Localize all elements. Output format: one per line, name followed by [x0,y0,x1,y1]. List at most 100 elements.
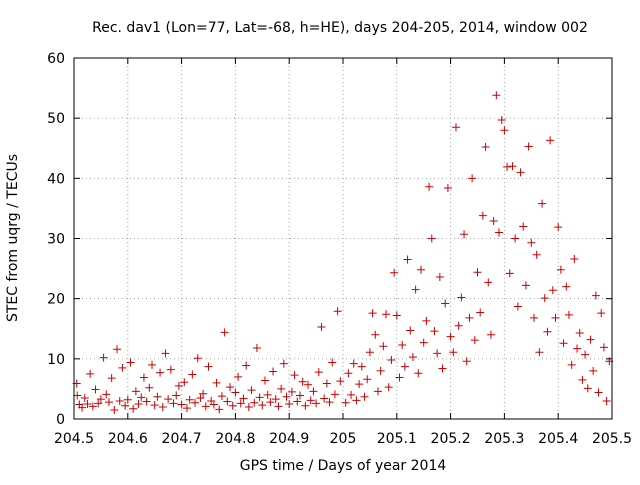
axis-ticks: 204.5 204.6 204.7 204.8 204.9 205 205.1 205.2 20… [47,51,632,447]
data-point [330,390,339,399]
data-point [503,162,512,171]
data-point [465,313,474,322]
data-point [336,377,345,386]
data-point [468,174,477,183]
data-point [277,384,286,393]
data-point [451,123,460,132]
data-point [129,404,138,413]
data-point [150,401,159,410]
data-point [94,399,103,408]
data-point [395,373,404,382]
data-point [226,383,235,392]
data-point [293,397,302,406]
data-point [513,302,522,311]
data-point [80,393,89,402]
data-point [320,394,329,403]
data-point [492,91,501,100]
data-point [220,328,229,337]
data-point [166,365,175,374]
data-point [398,340,407,349]
data-point [521,281,530,290]
data-point [357,362,366,371]
grid-lines [74,58,612,419]
x-tick-label: 204.7 [162,431,202,447]
data-point [524,142,533,151]
data-point [392,311,401,320]
data-point [567,360,576,369]
data-point [462,357,471,366]
data-point [508,162,517,171]
data-point [137,393,146,402]
data-point [212,378,221,387]
x-tick-label: 204.8 [215,431,255,447]
data-point [427,234,436,243]
data-point [489,217,498,226]
data-point [242,361,251,370]
data-point [172,391,181,400]
data-point [134,399,143,408]
data-point [481,143,490,152]
data-point [470,336,479,345]
data-point [252,344,261,353]
data-point [454,321,463,330]
data-point [236,399,245,408]
data-point [88,402,97,411]
data-point [306,396,315,405]
data-point [169,399,178,408]
data-point [102,390,111,399]
x-tick-label: 204.6 [108,431,148,447]
data-point [231,388,240,397]
data-point [535,348,544,357]
data-point [177,400,186,409]
data-point [368,309,377,318]
data-point [347,390,356,399]
data-point [328,358,337,367]
data-point [591,291,600,300]
data-point [260,376,269,385]
data-point [209,400,218,409]
data-point [247,386,256,395]
data-point [449,348,458,357]
data-point [344,369,353,378]
data-point [403,255,412,264]
data-point [279,359,288,368]
data-point [142,397,151,406]
data-point [123,395,132,404]
data-point [185,395,194,404]
data-point [495,228,504,237]
data-point [443,183,452,192]
data-point [497,115,506,124]
data-point [352,396,361,405]
data-point [204,362,213,371]
data-point [244,402,253,411]
x-tick-label: 205.1 [377,431,417,447]
data-point [446,332,455,341]
data-point [263,390,272,399]
x-tick-label: 205.4 [538,431,578,447]
data-point [333,307,342,316]
x-axis-label: GPS time / Days of year 2014 [240,458,447,474]
data-point [290,371,299,380]
x-tick-label: 205.3 [484,431,524,447]
data-point [113,345,122,354]
data-point [435,273,444,282]
data-point [118,363,127,372]
data-point [153,392,162,401]
data-point [589,366,598,375]
y-tick-label: 40 [47,171,65,187]
data-point [411,285,420,294]
data-point [239,394,248,403]
data-point [390,268,399,277]
data-point [312,399,321,408]
data-point [73,391,82,400]
data-point [583,384,592,393]
data-point [188,370,197,379]
data-point [578,375,587,384]
y-tick-label: 30 [47,232,65,248]
data-point [317,322,326,331]
data-point [384,383,393,392]
data-point [500,126,509,135]
data-point [301,401,310,410]
data-point [349,359,358,368]
